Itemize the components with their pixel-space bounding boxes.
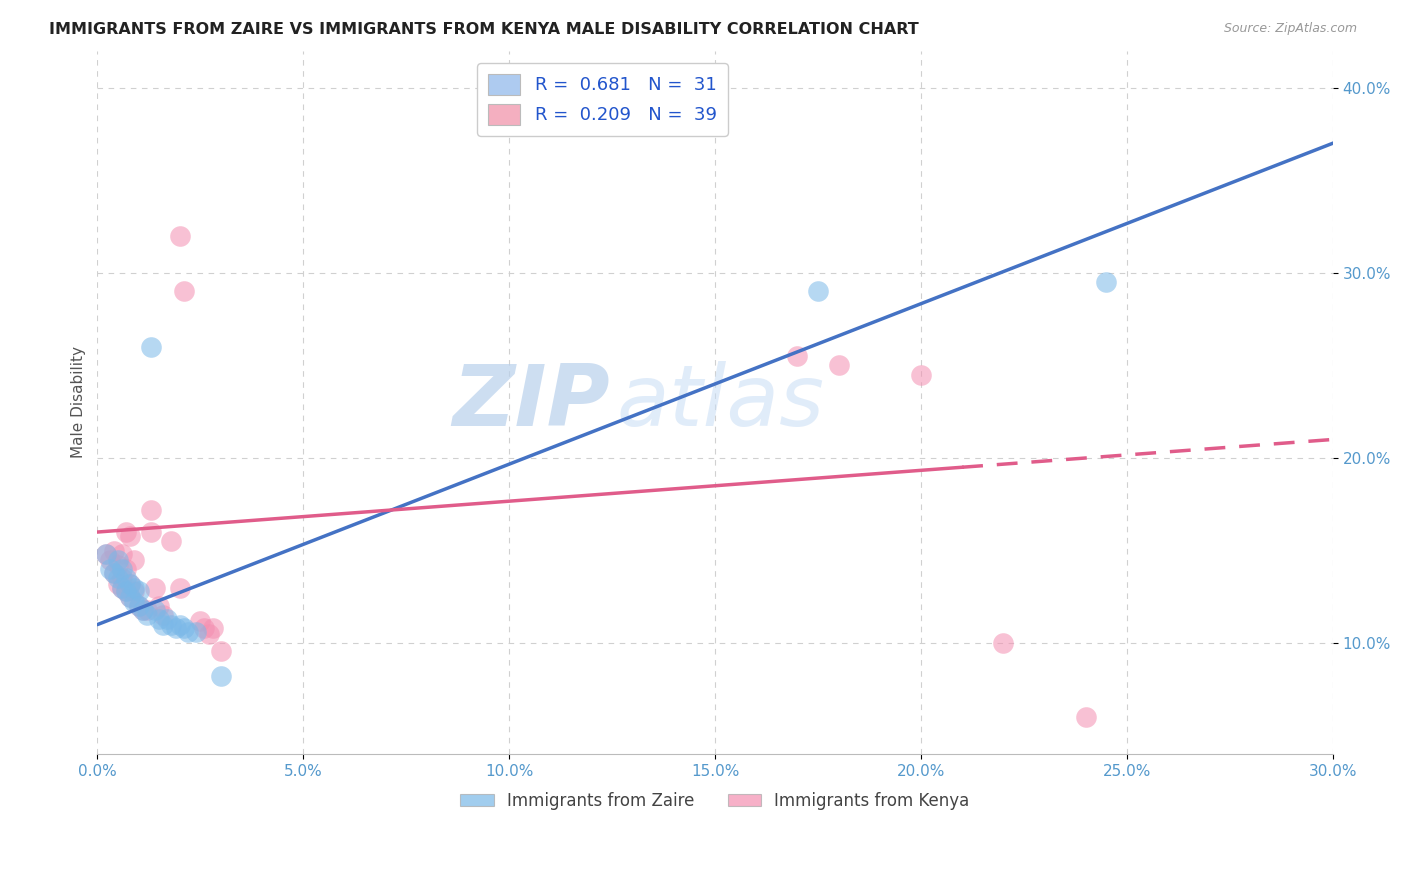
Point: [173, 621, 195, 635]
Legend: Immigrants from Zaire, Immigrants from Kenya: Immigrants from Zaire, Immigrants from K…: [454, 785, 976, 816]
Point: [201, 621, 224, 635]
Point: [107, 571, 129, 585]
Point: [993, 636, 1015, 650]
Point: [160, 534, 183, 549]
Point: [139, 524, 162, 539]
Point: [152, 617, 174, 632]
Point: [156, 612, 179, 626]
Point: [103, 543, 125, 558]
Point: [120, 577, 142, 591]
Point: [143, 581, 166, 595]
Text: Source: ZipAtlas.com: Source: ZipAtlas.com: [1223, 22, 1357, 36]
Point: [111, 571, 134, 585]
Point: [98, 553, 121, 567]
Point: [193, 621, 215, 635]
Point: [1074, 710, 1097, 724]
Point: [120, 577, 142, 591]
Point: [173, 285, 195, 299]
Point: [152, 608, 174, 623]
Point: [124, 581, 146, 595]
Point: [1095, 275, 1118, 289]
Point: [124, 553, 146, 567]
Point: [107, 577, 129, 591]
Point: [910, 368, 932, 382]
Point: [103, 566, 125, 580]
Point: [131, 603, 153, 617]
Point: [120, 529, 142, 543]
Point: [209, 643, 232, 657]
Point: [98, 562, 121, 576]
Point: [169, 228, 191, 243]
Y-axis label: Male Disability: Male Disability: [72, 346, 86, 458]
Point: [135, 608, 157, 623]
Point: [124, 595, 146, 609]
Point: [115, 571, 138, 585]
Point: [135, 603, 157, 617]
Point: [111, 581, 134, 595]
Point: [120, 590, 142, 604]
Point: [124, 584, 146, 599]
Point: [143, 603, 166, 617]
Text: atlas: atlas: [616, 361, 824, 444]
Point: [115, 562, 138, 576]
Point: [139, 340, 162, 354]
Point: [128, 584, 150, 599]
Point: [128, 599, 150, 613]
Point: [120, 590, 142, 604]
Text: IMMIGRANTS FROM ZAIRE VS IMMIGRANTS FROM KENYA MALE DISABILITY CORRELATION CHART: IMMIGRANTS FROM ZAIRE VS IMMIGRANTS FROM…: [49, 22, 920, 37]
Point: [786, 349, 808, 363]
Point: [103, 566, 125, 580]
Text: ZIP: ZIP: [453, 361, 610, 444]
Point: [177, 625, 200, 640]
Point: [186, 625, 208, 640]
Point: [148, 599, 170, 613]
Point: [197, 627, 219, 641]
Point: [115, 524, 138, 539]
Point: [827, 359, 849, 373]
Point: [188, 614, 211, 628]
Point: [165, 621, 187, 635]
Point: [807, 285, 830, 299]
Point: [94, 547, 117, 561]
Point: [111, 581, 134, 595]
Point: [115, 584, 138, 599]
Point: [115, 584, 138, 599]
Point: [107, 558, 129, 573]
Point: [131, 603, 153, 617]
Point: [148, 612, 170, 626]
Point: [160, 617, 183, 632]
Point: [94, 547, 117, 561]
Point: [128, 599, 150, 613]
Point: [107, 553, 129, 567]
Point: [111, 562, 134, 576]
Point: [169, 581, 191, 595]
Point: [209, 669, 232, 683]
Point: [139, 503, 162, 517]
Point: [111, 547, 134, 561]
Point: [169, 617, 191, 632]
